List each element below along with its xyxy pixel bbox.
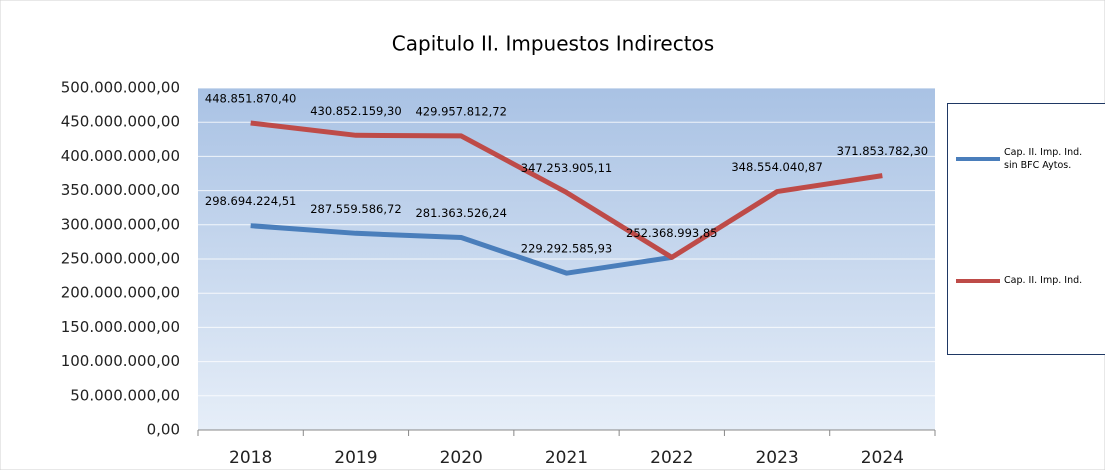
series-line bbox=[250, 223, 673, 276]
legend-swatch bbox=[956, 278, 1000, 283]
x-tick-label: 2022 bbox=[650, 448, 693, 468]
chart-title: Capitulo II. Impuestos Indirectos bbox=[392, 32, 714, 56]
x-tick-label: 2018 bbox=[229, 448, 272, 468]
x-tick-label: 2024 bbox=[861, 448, 904, 468]
data-label: 347.253.905,11 bbox=[521, 161, 612, 175]
x-tick-label: 2020 bbox=[440, 448, 483, 468]
y-tick-label: 150.000.000,00 bbox=[61, 318, 180, 336]
legend: Cap. II. Imp. Ind. sin BFC Aytos. Cap. II… bbox=[947, 103, 1105, 355]
data-label: 371.853.782,30 bbox=[837, 144, 928, 158]
data-label: 348.554.040,87 bbox=[731, 160, 822, 174]
y-tick-label: 0,00 bbox=[147, 421, 180, 439]
y-tick-label: 500.000.000,00 bbox=[61, 79, 180, 97]
legend-item: Cap. II. Imp. Ind. bbox=[956, 274, 1089, 287]
data-label: 252.368.993,85 bbox=[626, 226, 717, 240]
y-tick-label: 350.000.000,00 bbox=[61, 181, 180, 199]
y-tick-label: 250.000.000,00 bbox=[61, 250, 180, 268]
data-label: 281.363.526,24 bbox=[415, 206, 506, 220]
data-label: 430.852.159,30 bbox=[310, 104, 401, 118]
y-tick-label: 400.000.000,00 bbox=[61, 147, 180, 165]
data-label: 429.957.812,72 bbox=[415, 104, 506, 118]
y-tick-label: 100.000.000,00 bbox=[61, 352, 180, 370]
data-label: 298.694.224,51 bbox=[205, 194, 296, 208]
data-label: 287.559.586,72 bbox=[310, 202, 401, 216]
legend-label: Cap. II. Imp. Ind. bbox=[1004, 275, 1083, 286]
series-line bbox=[250, 120, 883, 260]
legend-swatch bbox=[956, 157, 1000, 161]
y-tick-label: 300.000.000,00 bbox=[61, 215, 180, 233]
legend-label: Cap. II. Imp. Ind. sin BFC Aytos. bbox=[1004, 147, 1083, 171]
data-label: 229.292.585,93 bbox=[521, 242, 612, 256]
legend-item: Cap. II. Imp. Ind. sin BFC Aytos. bbox=[956, 146, 1089, 172]
data-label: 448.851.870,40 bbox=[205, 91, 296, 105]
x-tick-label: 2023 bbox=[755, 448, 798, 468]
y-tick-label: 200.000.000,00 bbox=[61, 284, 180, 302]
x-tick-label: 2021 bbox=[545, 448, 588, 468]
y-tick-label: 450.000.000,00 bbox=[61, 113, 180, 131]
y-tick-label: 50.000.000,00 bbox=[70, 386, 180, 404]
x-tick-label: 2019 bbox=[334, 448, 377, 468]
